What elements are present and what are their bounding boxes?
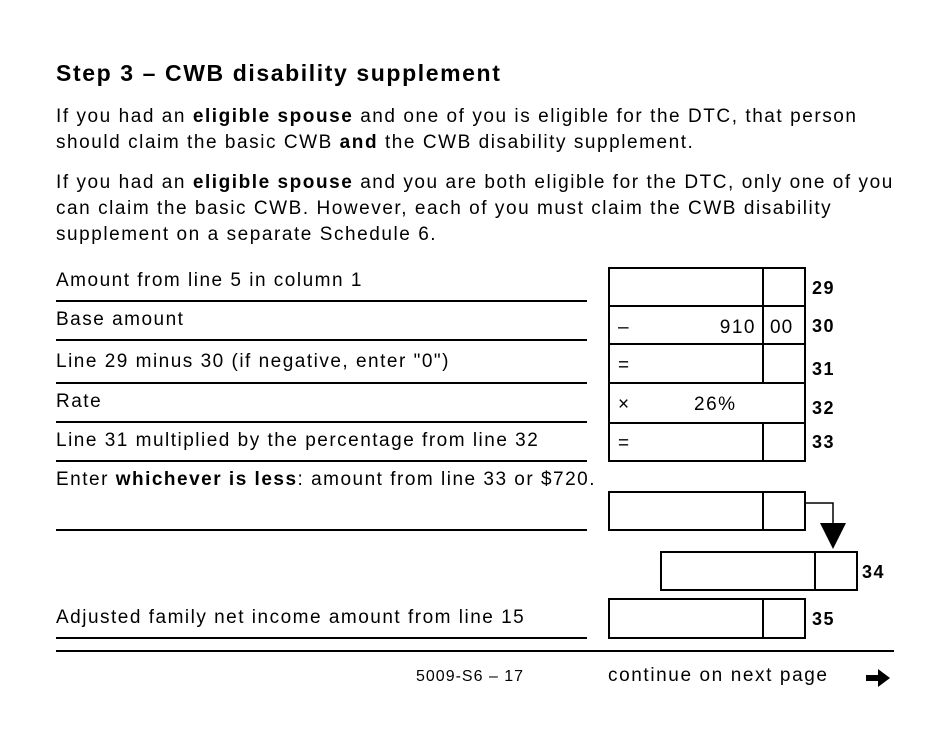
continue-link[interactable]: continue on next page <box>608 665 829 686</box>
line-32-rate: × 26% <box>608 382 806 424</box>
intro-paragraph-2: If you had an eligible spouse and you ar… <box>56 172 894 245</box>
line-number-34: 34 <box>862 562 886 582</box>
line-30-input: –910 00 <box>608 305 806 345</box>
arrow-right-icon <box>866 669 890 687</box>
line-32-label: Rate <box>56 391 103 412</box>
intro-paragraph-1: If you had an eligible spouse and one of… <box>56 106 858 153</box>
divider <box>56 300 587 302</box>
line-33-input[interactable]: = <box>608 422 806 462</box>
line-35-input[interactable] <box>608 598 806 639</box>
line-33-label: Line 31 multiplied by the percentage fro… <box>56 430 540 451</box>
line-number-33: 33 <box>812 432 836 452</box>
page-number: 5009-S6 – 17 <box>416 668 525 685</box>
line-31-label: Line 29 minus 30 (if negative, enter "0"… <box>56 351 450 372</box>
divider <box>56 382 587 384</box>
footer-rule <box>56 650 894 652</box>
line-30-label: Base amount <box>56 309 185 330</box>
line-31-input[interactable]: = <box>608 343 806 384</box>
line-29-input[interactable] <box>608 267 806 307</box>
divider <box>56 529 587 531</box>
line-number-29: 29 <box>812 278 836 298</box>
line-number-35: 35 <box>812 609 836 629</box>
divider <box>56 421 587 423</box>
divider <box>56 339 587 341</box>
section-title: Step 3 – CWB disability supplement <box>56 60 502 86</box>
line-29-label: Amount from line 5 in column 1 <box>56 270 363 291</box>
divider <box>56 460 587 462</box>
line-35-label: Adjusted family net income amount from l… <box>56 607 526 628</box>
arrow-down-icon <box>806 502 846 549</box>
lesser-amount-label: Enter whichever is less: amount from lin… <box>56 469 597 490</box>
line-number-32: 32 <box>812 398 836 418</box>
line-number-31: 31 <box>812 359 836 379</box>
divider <box>56 637 587 639</box>
lesser-amount-input[interactable] <box>608 491 806 531</box>
line-number-30: 30 <box>812 316 836 336</box>
line-34-input[interactable] <box>660 551 858 591</box>
